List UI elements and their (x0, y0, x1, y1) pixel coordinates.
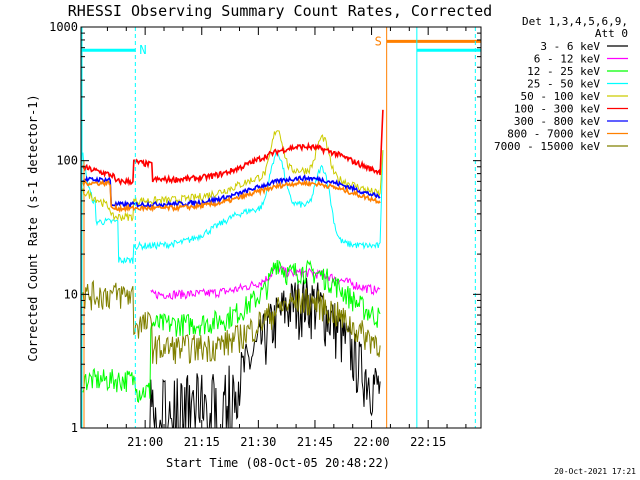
axes: 1 10 100 1000 21:00 21:15 21:30 21:45 22:00 22:15 (49, 20, 482, 449)
y-tick-label: 1 (71, 421, 78, 435)
y-tick-label: 10 (64, 287, 78, 301)
y-tick-label: 1000 (49, 20, 78, 34)
legend-entry-label: 12 - 25 keV (527, 65, 600, 78)
legend-header: Det 1,3,4,5,6,9, (522, 15, 628, 28)
x-axis-label: Start Time (08-Oct-05 20:48:22) (166, 456, 390, 470)
legend-entry-label: 7000 - 15000 keV (494, 140, 600, 153)
annotation-label: N (139, 43, 146, 57)
legend-entry-label: 3 - 6 keV (540, 40, 600, 53)
annotation-label: S (375, 34, 382, 48)
series-line (82, 178, 381, 214)
plot-frame (80, 26, 482, 429)
legend-entry-label: 50 - 100 keV (521, 90, 601, 103)
x-tick-label: 21:45 (297, 435, 333, 449)
legend-entry-label: 800 - 7000 keV (507, 128, 600, 141)
y-tick-label: 100 (56, 154, 78, 168)
series-line (82, 279, 381, 365)
x-tick-label: 22:15 (410, 435, 446, 449)
chart-title: RHESSI Observing Summary Count Rates, Co… (68, 2, 492, 20)
legend-entry-label: 25 - 50 keV (527, 78, 600, 91)
legend-entry-label: 6 - 12 keV (534, 53, 601, 66)
series-line (82, 259, 381, 404)
y-axis-label: Corrected Count Rate (s-1 detector-1) (26, 94, 40, 361)
x-tick-label: 22:00 (354, 435, 390, 449)
legend-entry-label: 100 - 300 keV (514, 103, 600, 116)
footer-timestamp: 20-Oct-2021 17:21 (554, 467, 636, 476)
legend-entry-label: 300 - 800 keV (514, 115, 600, 128)
series-line (82, 130, 384, 222)
plot-area: NS (81, 27, 481, 429)
series-line (82, 109, 384, 187)
series-line (150, 264, 381, 300)
x-tick-label: 21:15 (184, 435, 220, 449)
series-line (82, 150, 384, 265)
x-tick-label: 21:00 (127, 435, 163, 449)
series-line (82, 174, 381, 209)
x-tick-label: 21:30 (240, 435, 276, 449)
legend-header: Att 0 (595, 27, 628, 40)
